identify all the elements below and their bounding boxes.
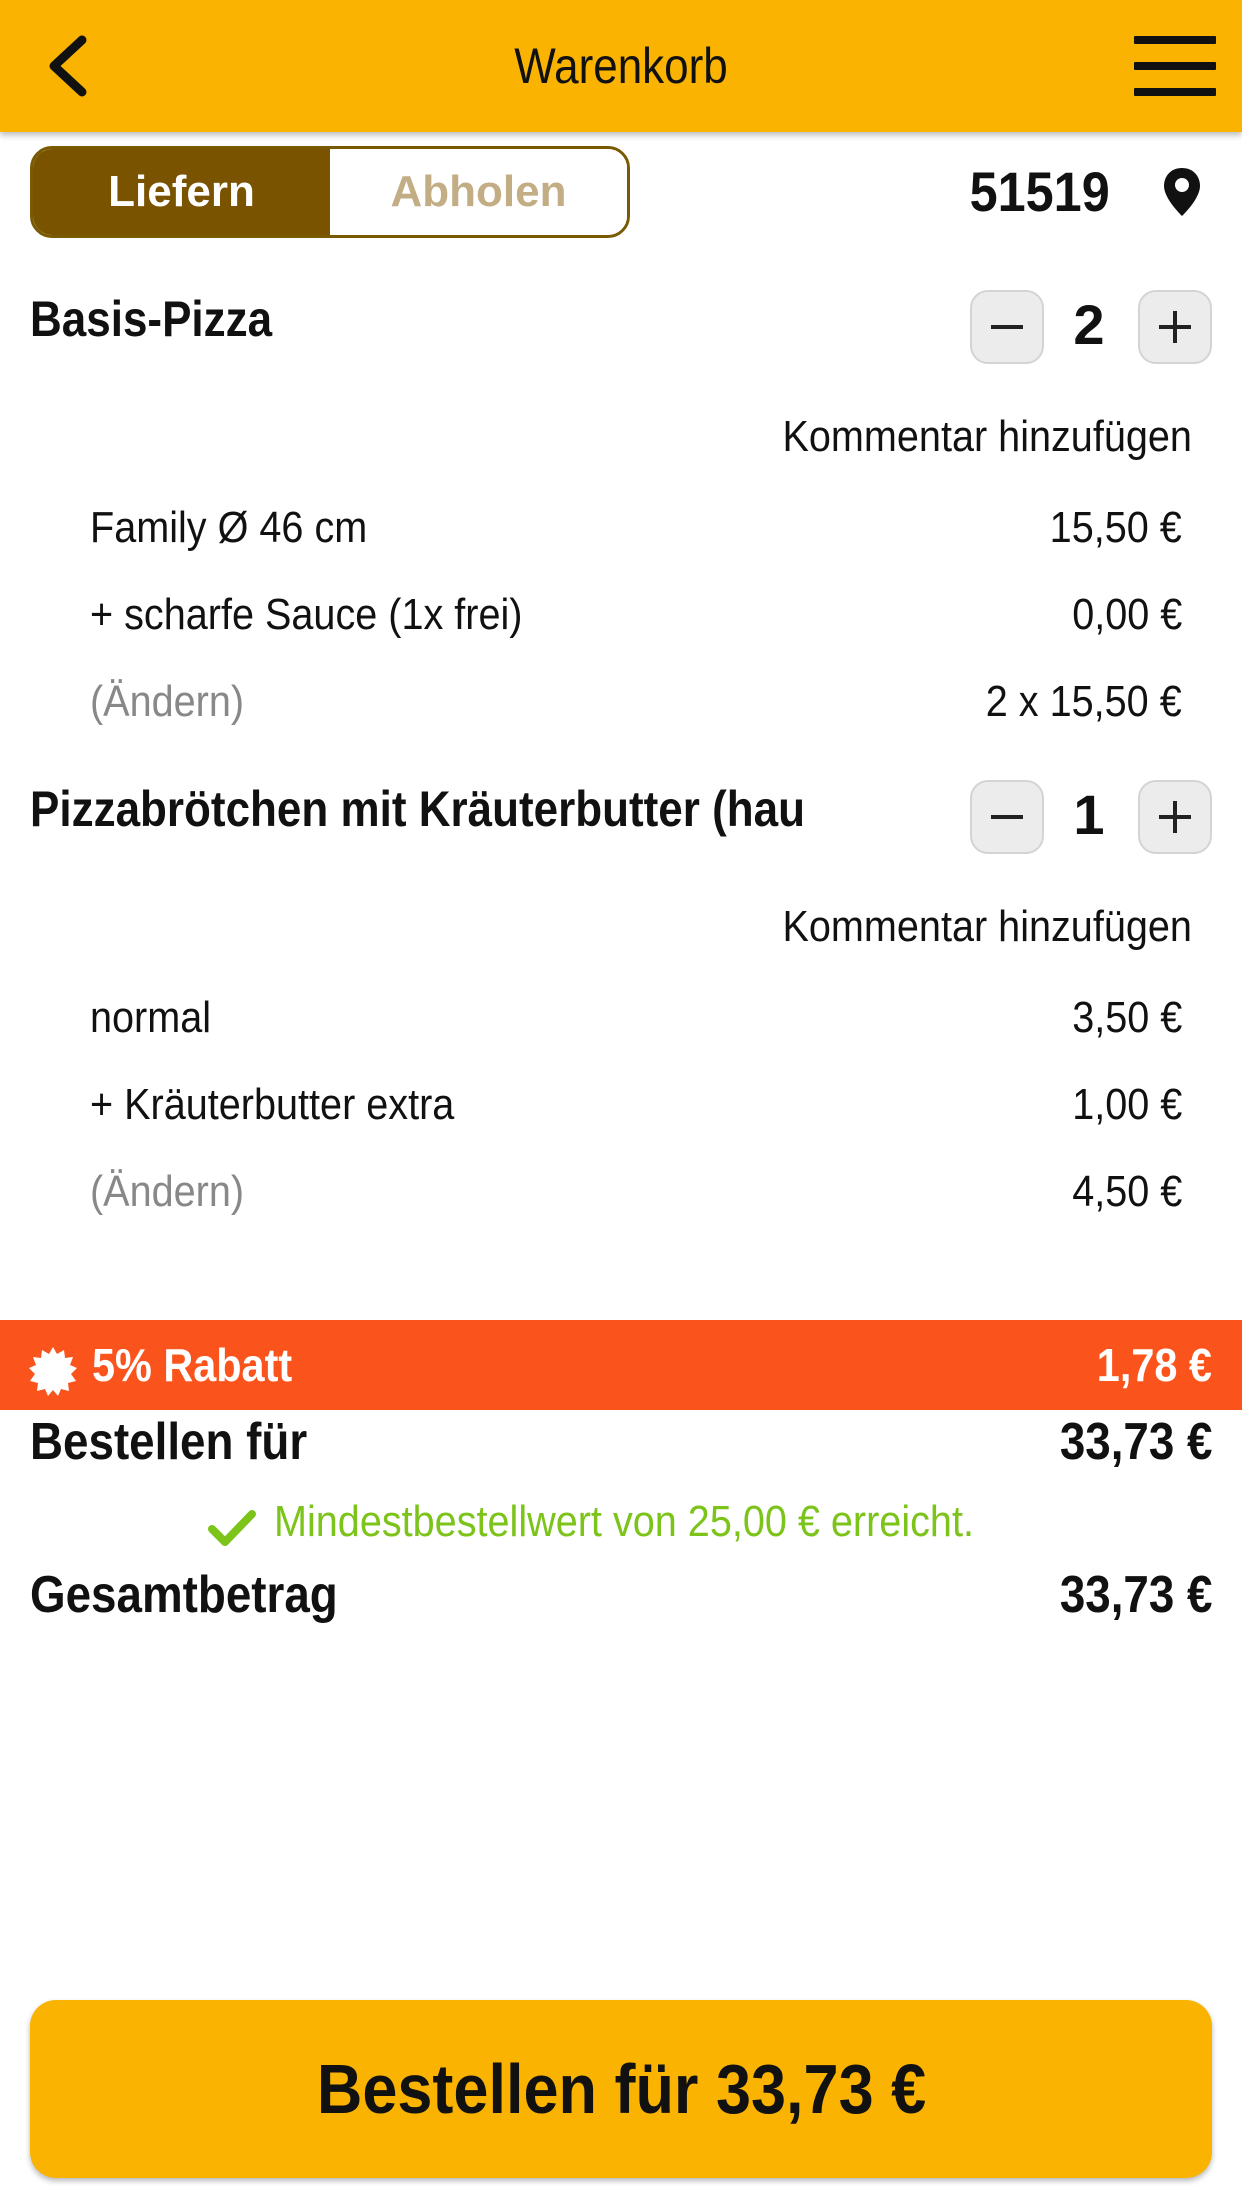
badge-icon: [29, 1347, 77, 1396]
option-label: + Kräuterbutter extra: [90, 1080, 455, 1129]
chevron-left-icon: [49, 35, 87, 97]
option-row: + scharfe Sauce (1x frei) 0,00 €: [90, 590, 1182, 650]
increase-quantity-button[interactable]: [1138, 780, 1212, 854]
option-row: Family Ø 46 cm 15,50 €: [90, 503, 1182, 563]
discount-amount: 1,78 €: [1096, 1339, 1212, 1391]
option-label: normal: [90, 993, 212, 1042]
add-comment-link[interactable]: Kommentar hinzufügen: [782, 412, 1192, 461]
discount-label: 5% Rabatt: [92, 1339, 293, 1391]
map-pin-icon[interactable]: [1162, 166, 1202, 218]
item-total-row: (Ändern) 2 x 15,50 €: [90, 677, 1182, 737]
delivery-option-abholen[interactable]: Abholen: [330, 149, 627, 235]
back-button[interactable]: [38, 30, 102, 102]
total-label: Gesamtbetrag: [30, 1566, 338, 1624]
item-line-total: 4,50 €: [1071, 1167, 1182, 1216]
cart-item-title: Basis-Pizza: [30, 291, 273, 347]
item-line-total: 2 x 15,50 €: [986, 677, 1182, 726]
change-item-link[interactable]: (Ändern): [90, 1167, 245, 1216]
item-total-row: (Ändern) 4,50 €: [90, 1167, 1182, 1227]
discount-bar: 5% Rabatt 1,78 €: [0, 1320, 1242, 1410]
quantity-value: 1: [1073, 783, 1105, 846]
add-comment-link[interactable]: Kommentar hinzufügen: [782, 902, 1192, 951]
hamburger-menu-icon: [1134, 36, 1216, 44]
minus-icon: [991, 325, 1023, 329]
option-row: normal 3,50 €: [90, 993, 1182, 1053]
option-label: + scharfe Sauce (1x frei): [90, 590, 523, 639]
order-for-row: Bestellen für 33,73 €: [30, 1412, 1212, 1492]
minus-icon: [991, 815, 1023, 819]
increase-quantity-button[interactable]: [1138, 290, 1212, 364]
option-price: 0,00 €: [1071, 590, 1182, 639]
change-item-link[interactable]: (Ändern): [90, 677, 245, 726]
total-row: Gesamtbetrag 33,73 €: [30, 1565, 1212, 1645]
check-icon: [208, 1510, 256, 1546]
total-value: 33,73 €: [1059, 1566, 1212, 1624]
order-for-value: 33,73 €: [1059, 1413, 1212, 1471]
cart-item-title: Pizzabrötchen mit Kräuterbutter (hausgem: [30, 781, 910, 837]
option-price: 1,00 €: [1071, 1080, 1182, 1129]
app-header: Warenkorb: [0, 0, 1242, 132]
place-order-button[interactable]: Bestellen für 33,73 €: [30, 2000, 1212, 2178]
option-price: 15,50 €: [1049, 503, 1182, 552]
quantity-value: 2: [1073, 293, 1105, 356]
decrease-quantity-button[interactable]: [970, 780, 1044, 854]
page-title: Warenkorb: [514, 38, 728, 94]
decrease-quantity-button[interactable]: [970, 290, 1044, 364]
hamburger-menu-button[interactable]: [1134, 36, 1216, 96]
option-label: Family Ø 46 cm: [90, 503, 368, 552]
option-price: 3,50 €: [1071, 993, 1182, 1042]
delivery-mode-toggle: Liefern Abholen: [30, 146, 630, 238]
place-order-label: Bestellen für 33,73 €: [316, 2050, 926, 2128]
order-for-label: Bestellen für: [30, 1413, 308, 1471]
min-order-notice: Mindestbestellwert von 25,00 € erreicht.: [274, 1497, 974, 1557]
min-order-text: Mindestbestellwert von 25,00 € erreicht.: [274, 1497, 974, 1546]
postcode-label[interactable]: 51519: [969, 160, 1110, 223]
delivery-option-liefern[interactable]: Liefern: [33, 149, 330, 235]
option-row: + Kräuterbutter extra 1,00 €: [90, 1080, 1182, 1140]
